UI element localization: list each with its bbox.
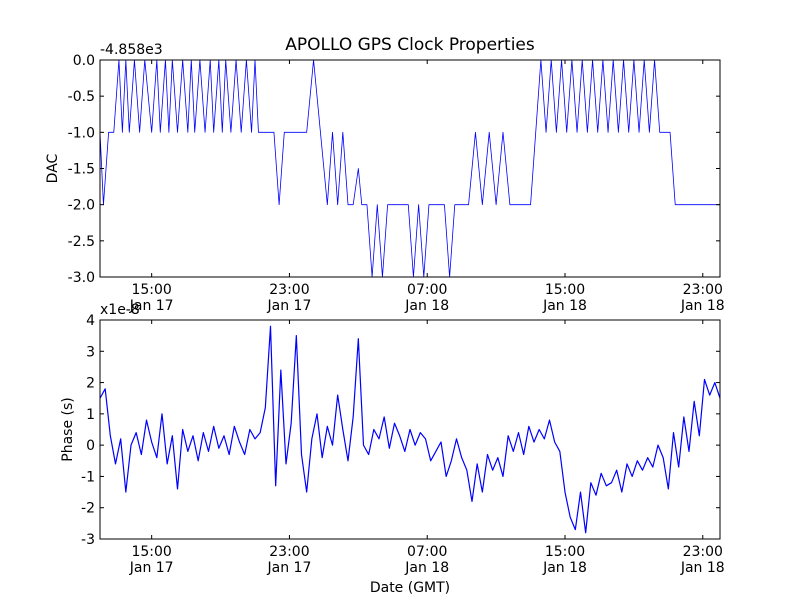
chart-title: APOLLO GPS Clock Properties: [285, 35, 535, 55]
y-tick-label: -0.5: [68, 89, 95, 105]
axis-offset-label: -4.858e3: [100, 42, 163, 58]
x-tick-label-time: 15:00: [545, 282, 585, 298]
x-tick-label-time: 07:00: [407, 282, 447, 298]
axis-offset-label: x1e-8: [100, 302, 140, 318]
x-tick-label-date: Jan 18: [404, 560, 449, 576]
x-tick-label-time: 23:00: [683, 544, 723, 560]
x-tick-label-date: Jan 17: [267, 560, 312, 576]
x-tick-label-date: Jan 18: [542, 560, 587, 576]
x-tick-label-time: 23:00: [269, 282, 309, 298]
y-tick-label: 1: [86, 407, 95, 423]
x-tick-label-time: 23:00: [683, 282, 723, 298]
x-tick-label-date: Jan 18: [542, 298, 587, 314]
x-tick-label-time: 15:00: [131, 544, 171, 560]
axes-frame: [99, 319, 721, 540]
y-tick-label: 2: [86, 376, 95, 392]
series-line: [100, 60, 720, 277]
y-tick-label: -1.0: [68, 125, 95, 141]
y-tick-label: -2.0: [68, 198, 95, 214]
y-tick-label: -2: [81, 501, 95, 517]
y-tick-label: -3.0: [68, 270, 95, 286]
y-tick-label: 3: [86, 344, 95, 360]
x-tick-label-time: 07:00: [407, 544, 447, 560]
series-line: [100, 325, 720, 534]
y-axis-label: DAC: [45, 153, 61, 183]
x-tick-label-date: Jan 18: [680, 560, 725, 576]
y-tick-label: -1.5: [68, 162, 95, 178]
y-tick-label: 4: [86, 313, 95, 329]
y-tick-label: 0: [86, 438, 95, 454]
x-tick-label-time: 23:00: [269, 544, 309, 560]
y-tick-label: -3: [81, 532, 95, 548]
x-tick-label-date: Jan 18: [404, 298, 449, 314]
x-tick-label-date: Jan 17: [267, 298, 312, 314]
y-tick-label: -1: [81, 469, 95, 485]
x-tick-label-date: Jan 17: [129, 298, 174, 314]
x-tick-label-date: Jan 17: [129, 560, 174, 576]
x-axis-label: Date (GMT): [370, 580, 450, 596]
x-tick-label-time: 15:00: [131, 282, 171, 298]
y-tick-label: 0.0: [73, 53, 95, 69]
y-tick-label: -2.5: [68, 234, 95, 250]
x-tick-label-date: Jan 18: [680, 298, 725, 314]
x-tick-label-time: 15:00: [545, 544, 585, 560]
y-axis-label: Phase (s): [60, 397, 76, 461]
